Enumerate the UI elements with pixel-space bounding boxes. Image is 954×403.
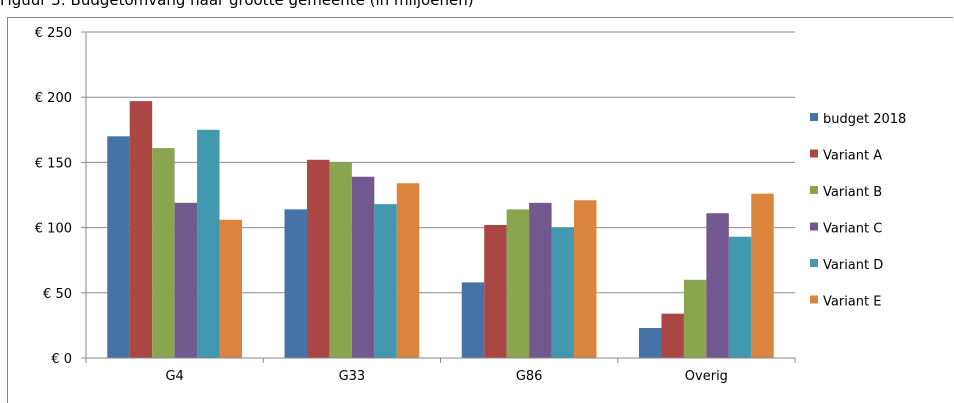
bar — [197, 129, 220, 358]
bar — [461, 282, 485, 358]
x-category-label: Overig — [685, 369, 728, 384]
y-tick-label: € 200 — [35, 91, 72, 106]
y-tick-label: € 50 — [43, 287, 72, 302]
bar — [152, 148, 175, 358]
bars — [107, 101, 774, 358]
y-tick-label: € 250 — [35, 26, 72, 41]
bar — [329, 162, 352, 358]
bar — [639, 328, 662, 358]
bar — [728, 236, 752, 358]
bar — [551, 227, 575, 358]
y-tick-label: € 0 — [51, 352, 72, 367]
bar — [219, 219, 242, 358]
bar — [706, 213, 729, 358]
legend-label: Variant E — [823, 295, 881, 310]
bar — [661, 313, 684, 358]
y-tick-label: € 100 — [35, 222, 72, 237]
bar — [174, 202, 198, 358]
legend-swatch — [810, 113, 818, 121]
bar — [529, 202, 552, 358]
legend-swatch — [810, 149, 818, 158]
bar — [306, 159, 330, 358]
bar — [351, 176, 375, 358]
axes — [81, 31, 796, 363]
bar — [374, 204, 397, 358]
chart-frame — [7, 17, 953, 403]
bar — [683, 279, 707, 358]
chart-title: Figuur 3: Budgetomvang naar grootte geme… — [0, 0, 474, 9]
bar — [129, 101, 153, 358]
legend-swatch — [810, 259, 818, 267]
legend-label: Variant D — [823, 258, 883, 273]
x-category-label: G86 — [516, 369, 543, 384]
bar — [107, 136, 130, 358]
bar — [751, 193, 774, 358]
legend-label: budget 2018 — [823, 112, 906, 127]
x-category-labels: G4 G33 G86 Overig — [165, 369, 728, 384]
y-tick-label: € 150 — [35, 156, 72, 171]
legend-swatch — [810, 186, 818, 194]
bar — [574, 200, 597, 358]
bar — [284, 209, 307, 358]
legend-swatch — [810, 222, 818, 231]
legend-swatch — [810, 295, 818, 304]
x-category-label: G33 — [339, 369, 366, 384]
legend-label: Variant B — [823, 185, 882, 200]
y-tick-labels: € 0 € 50 € 100 € 150 € 200 € 250 — [35, 26, 72, 367]
bar — [484, 224, 507, 358]
legend-label: Variant C — [823, 222, 882, 237]
legend-label: Variant A — [823, 149, 882, 164]
bar — [396, 183, 420, 358]
x-category-label: G4 — [165, 369, 183, 384]
legend: budget 2018 Variant A Variant B Variant C Va… — [810, 112, 906, 310]
bar — [506, 209, 530, 358]
